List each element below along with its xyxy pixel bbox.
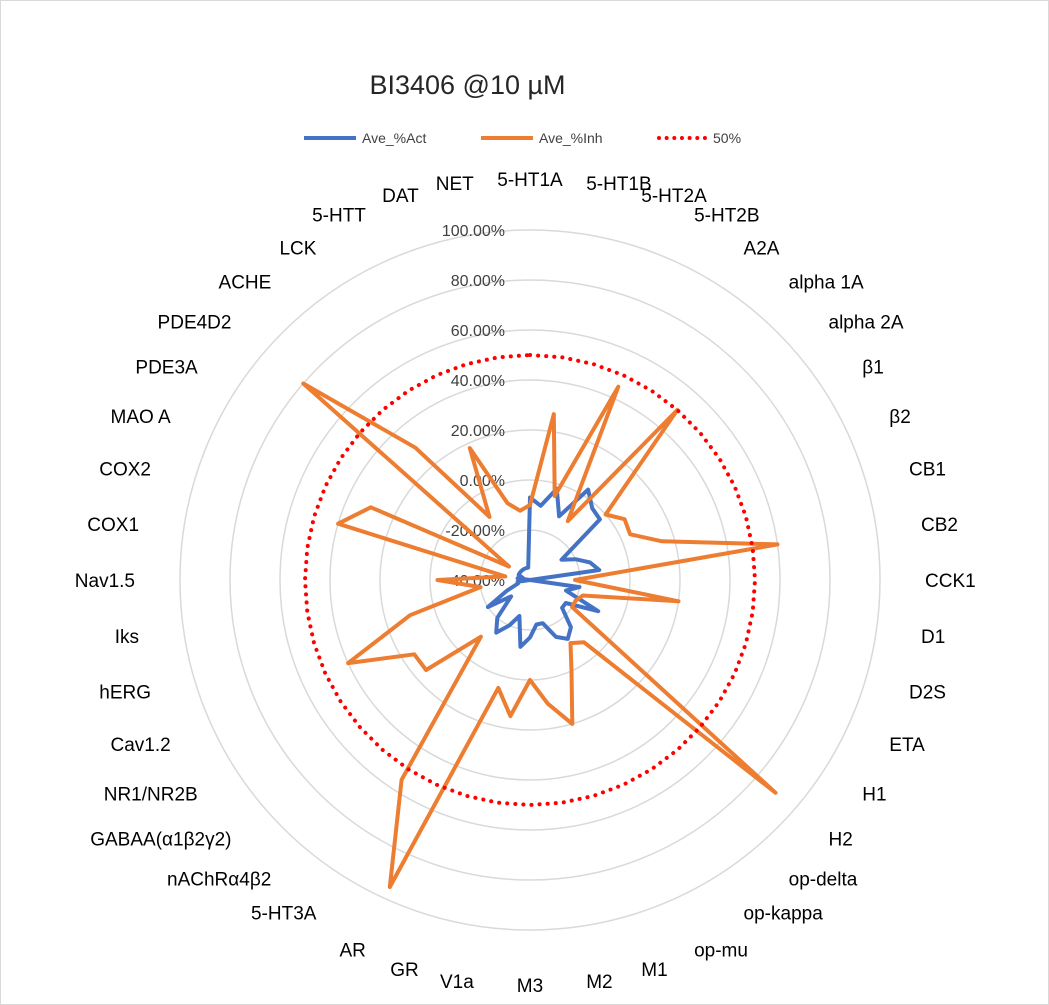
- category-label: PDE4D2: [158, 312, 232, 333]
- tick-label: 80.00%: [451, 273, 505, 290]
- gridline-circle: [179, 229, 881, 931]
- category-label: CB1: [909, 460, 946, 481]
- category-label: NET: [436, 174, 474, 195]
- category-label: M1: [641, 960, 667, 981]
- series-inh-line: [301, 381, 780, 889]
- legend-label-threshold: 50%: [713, 130, 742, 146]
- category-label: Iks: [115, 627, 139, 648]
- category-label: 5-HT1B: [586, 174, 651, 195]
- category-label: GABAA(α1β2γ2): [90, 830, 231, 851]
- category-label: op-kappa: [744, 903, 824, 924]
- category-label: COX1: [87, 515, 139, 536]
- category-label: CB2: [921, 515, 958, 536]
- category-label: Cav1.2: [110, 735, 170, 756]
- category-label: 5-HT2A: [641, 186, 707, 207]
- category-label: 5-HT3A: [251, 903, 317, 924]
- category-label: GR: [390, 960, 419, 981]
- category-label: op-mu: [694, 940, 748, 961]
- gridline-circle: [229, 279, 831, 881]
- legend-swatch-inh: [481, 136, 533, 140]
- category-label: β1: [862, 357, 884, 378]
- category-label: M2: [586, 972, 612, 993]
- tick-label: 20.00%: [451, 423, 505, 440]
- tick-label: 60.00%: [451, 323, 505, 340]
- legend-item-act: Ave_%Act: [304, 128, 426, 148]
- legend-swatch-threshold: [657, 136, 707, 140]
- category-label: NR1/NR2B: [104, 785, 198, 806]
- category-label: ETA: [889, 735, 925, 756]
- category-label: MAO A: [111, 407, 172, 428]
- legend-item-inh: Ave_%Inh: [481, 128, 603, 148]
- category-label: COX2: [99, 460, 151, 481]
- tick-label: 40.00%: [451, 373, 505, 390]
- gridline-circle: [279, 329, 781, 831]
- legend-item-threshold: 50%: [657, 128, 741, 148]
- category-label: H2: [829, 830, 853, 851]
- category-label: D1: [921, 627, 945, 648]
- legend-swatch-act: [304, 136, 356, 140]
- chart-title: BI3406 @10 µM: [369, 70, 566, 100]
- category-label: PDE3A: [135, 357, 198, 378]
- gridline-circle: [329, 379, 731, 781]
- category-label: Nav1.5: [75, 571, 135, 592]
- category-label: β2: [889, 407, 911, 428]
- series-act-line: [485, 486, 602, 649]
- category-label: 5-HT2B: [694, 206, 759, 227]
- category-label: DAT: [382, 186, 419, 207]
- category-label: AR: [340, 940, 366, 961]
- category-label: alpha 1A: [789, 272, 864, 293]
- category-label: nAChRα4β2: [167, 870, 271, 891]
- category-label: op-delta: [789, 870, 858, 891]
- category-label: 5-HTT: [312, 206, 366, 227]
- category-label: LCK: [279, 239, 316, 260]
- category-label: M3: [517, 976, 543, 997]
- category-label: D2S: [909, 682, 946, 703]
- category-label: 5-HT1A: [497, 170, 563, 191]
- tick-label: -20.00%: [445, 523, 505, 540]
- legend-label-inh: Ave_%Inh: [539, 130, 603, 146]
- category-label: alpha 2A: [829, 312, 904, 333]
- category-label: A2A: [744, 239, 780, 260]
- threshold-50-line: [303, 353, 757, 807]
- category-label: ACHE: [219, 272, 272, 293]
- category-label: H1: [862, 785, 886, 806]
- category-label: V1a: [440, 972, 474, 993]
- tick-label: 100.00%: [442, 223, 505, 240]
- legend-label-act: Ave_%Act: [362, 130, 427, 146]
- category-label: hERG: [99, 682, 151, 703]
- category-label: CCK1: [925, 571, 976, 592]
- gridline-circle: [379, 429, 681, 731]
- legend: Ave_%Act Ave_%Inh 50%: [0, 128, 1049, 150]
